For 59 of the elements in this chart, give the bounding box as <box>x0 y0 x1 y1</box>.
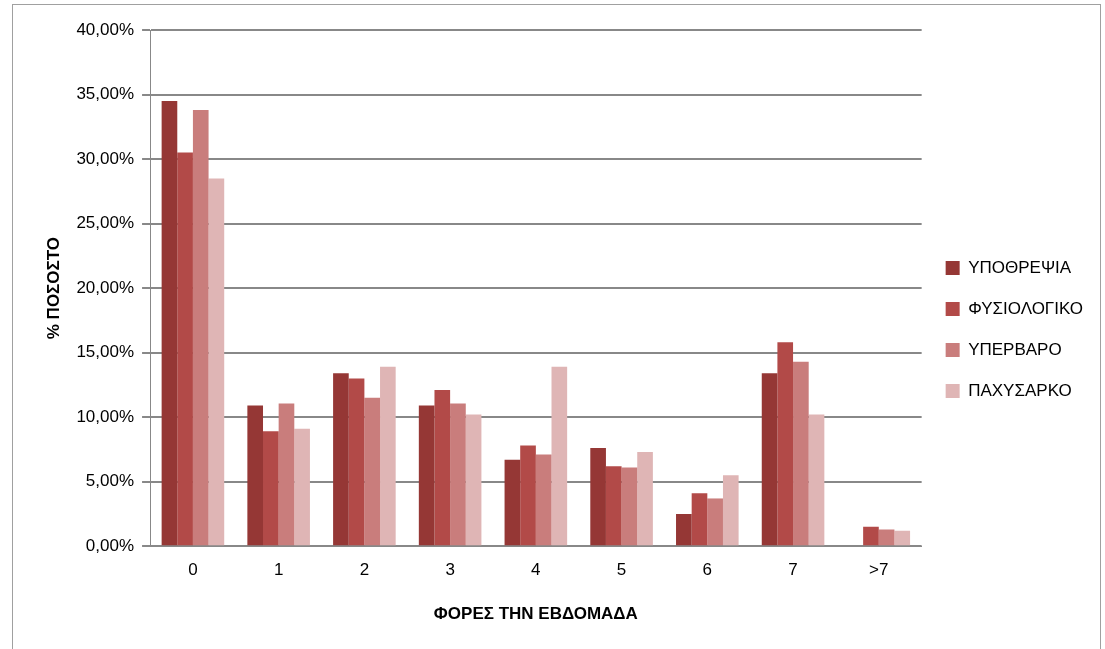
x-tick-label: 5 <box>616 560 627 580</box>
bar <box>793 361 809 546</box>
y-axis-title: % ΠΟΣΟΣΤΟ <box>43 236 63 340</box>
y-tick-label: 25,00% <box>76 213 135 233</box>
x-tick-label: 7 <box>788 560 798 580</box>
bar <box>637 451 653 546</box>
y-tick-label: 5,00% <box>85 471 135 491</box>
x-tick-label: 2 <box>359 560 370 580</box>
bar <box>761 373 778 546</box>
x-tick-label: >7 <box>869 560 889 580</box>
legend-label: ΥΠΟΘΡΕΨΙΑ <box>968 257 1072 277</box>
bar <box>161 100 178 546</box>
bar <box>208 178 225 546</box>
bar <box>504 459 521 546</box>
y-tick-label: 10,00% <box>76 406 135 426</box>
bar <box>590 448 606 546</box>
bar <box>808 414 825 546</box>
bar <box>676 513 692 546</box>
bar <box>621 467 638 546</box>
bar <box>348 378 365 546</box>
y-tick-label: 0,00% <box>85 535 135 555</box>
bar <box>247 405 264 546</box>
y-tick-label: 40,00% <box>76 19 135 39</box>
bar <box>465 414 482 546</box>
y-tick-label: 30,00% <box>76 148 135 168</box>
legend-label: ΥΠΕΡΒΑΡΟ <box>968 339 1062 359</box>
bar <box>294 428 310 546</box>
bar <box>434 390 451 546</box>
bar <box>450 403 466 546</box>
bar <box>707 498 723 546</box>
legend-label: ΦΥΣΙΟΛΟΓΙΚΟ <box>968 298 1084 318</box>
y-tick-label: 20,00% <box>76 277 135 297</box>
y-tick-label: 35,00% <box>76 84 135 104</box>
bar <box>878 529 895 546</box>
bar <box>177 152 193 546</box>
bar <box>777 342 794 546</box>
x-axis-title: ΦΟΡΕΣ ΤΗΝ ΕΒΔΟΜΑΔΑ <box>433 604 638 624</box>
bar <box>863 526 879 546</box>
x-tick-label: 4 <box>531 560 541 580</box>
x-tick-label: 6 <box>702 560 713 580</box>
legend-label: ΠΑΧΥΣΑΡΚΟ <box>968 380 1072 400</box>
bar <box>278 403 295 546</box>
bar <box>263 431 279 546</box>
bar <box>418 405 435 546</box>
x-tick-label: 0 <box>188 560 198 580</box>
bar <box>333 373 349 546</box>
bar <box>551 366 568 546</box>
bar <box>894 530 911 546</box>
bar <box>520 445 536 546</box>
x-tick-label: 3 <box>445 560 455 580</box>
bar <box>192 110 209 546</box>
bar <box>364 397 381 546</box>
x-tick-label: 1 <box>273 560 284 580</box>
bar <box>535 454 552 546</box>
y-tick-label: 15,00% <box>76 342 135 362</box>
bar <box>722 475 739 546</box>
bar <box>605 466 622 546</box>
bar <box>380 366 396 546</box>
bar <box>691 493 708 546</box>
